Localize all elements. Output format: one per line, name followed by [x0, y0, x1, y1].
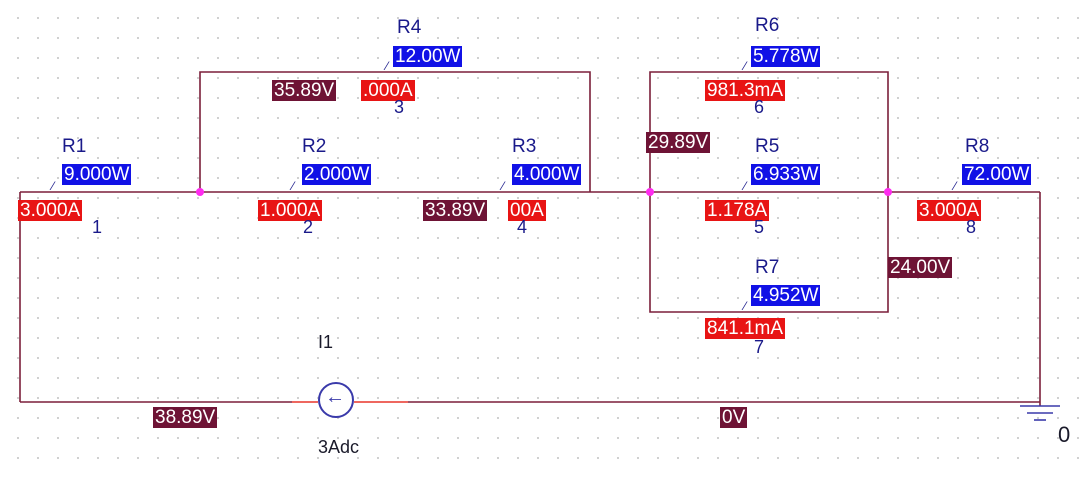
current-source-icon[interactable] [318, 382, 354, 418]
r1-ref-label[interactable]: R1 [62, 136, 87, 157]
r4-power-tag: 12.00W [393, 46, 463, 67]
r7-arrow-icon: ⁄ [744, 299, 747, 313]
r8-power-tag: 72.00W [962, 164, 1032, 185]
voltage-right-tag: 24.00V [888, 257, 953, 278]
r3-node-label: 4 [517, 217, 528, 237]
r6-node-label: 6 [754, 97, 765, 117]
r4-arrow-icon: ⁄ [386, 59, 389, 73]
r4-node-label: 3 [394, 97, 405, 117]
r3-ref-label[interactable]: R3 [512, 136, 537, 157]
r7-node-label: 7 [754, 337, 765, 357]
voltage-top-tag: 35.89V [272, 80, 337, 101]
r6-arrow-icon: ⁄ [744, 59, 747, 73]
r4-current-tag: .000A [361, 80, 415, 101]
r3-arrow-icon: ⁄ [502, 179, 505, 193]
r4-ref-label[interactable]: R4 [397, 17, 422, 38]
r1-power-tag: 9.000W [62, 164, 132, 185]
i1-ref-label[interactable]: I1 [318, 332, 334, 352]
r1-arrow-icon: ⁄ [52, 179, 55, 193]
ground-label: 0 [1058, 422, 1071, 447]
voltage-zero-tag: 0V [720, 407, 748, 428]
r2-current-tag: 1.000A [258, 200, 323, 221]
r6-current-tag: 981.3mA [705, 80, 786, 101]
voltage-source-tag: 38.89V [153, 407, 218, 428]
r5-node-label: 5 [754, 217, 765, 237]
r1-current-tag: 3.000A [18, 200, 83, 221]
r7-power-tag: 4.952W [751, 285, 821, 306]
junction-node-8 [884, 188, 892, 196]
r3-current-tag: 00A [508, 200, 546, 221]
r8-current-tag: 3.000A [917, 200, 982, 221]
wire-r7-branch[interactable] [649, 192, 889, 313]
ground-icon [1020, 402, 1060, 421]
r6-power-tag: 5.778W [751, 46, 821, 67]
r2-node-label: 2 [303, 217, 314, 237]
r8-arrow-icon: ⁄ [954, 179, 957, 193]
r5-ref-label[interactable]: R5 [755, 136, 780, 157]
r5-power-tag: 6.933W [751, 164, 821, 185]
junction-node-4 [646, 188, 654, 196]
r5-current-tag: 1.178A [705, 200, 770, 221]
left-arrow-icon: ← [325, 386, 345, 408]
junction-node-1 [196, 188, 204, 196]
r8-ref-label[interactable]: R8 [965, 136, 990, 157]
r7-current-tag: 841.1mA [705, 318, 786, 339]
r7-ref-label[interactable]: R7 [755, 257, 780, 278]
r2-power-tag: 2.000W [302, 164, 372, 185]
r5-arrow-icon: ⁄ [744, 179, 747, 193]
r1-node-label: 1 [92, 217, 103, 237]
r2-arrow-icon: ⁄ [292, 179, 295, 193]
voltage-parallel-tag: 29.89V [646, 132, 711, 153]
r2-ref-label[interactable]: R2 [302, 136, 327, 157]
r6-ref-label[interactable]: R6 [755, 15, 780, 36]
wire-r4-branch[interactable] [199, 71, 591, 192]
r8-node-label: 8 [966, 217, 977, 237]
i1-value-label: 3Adc [318, 437, 360, 457]
voltage-mid-tag: 33.89V [423, 200, 488, 221]
r3-power-tag: 4.000W [512, 164, 582, 185]
